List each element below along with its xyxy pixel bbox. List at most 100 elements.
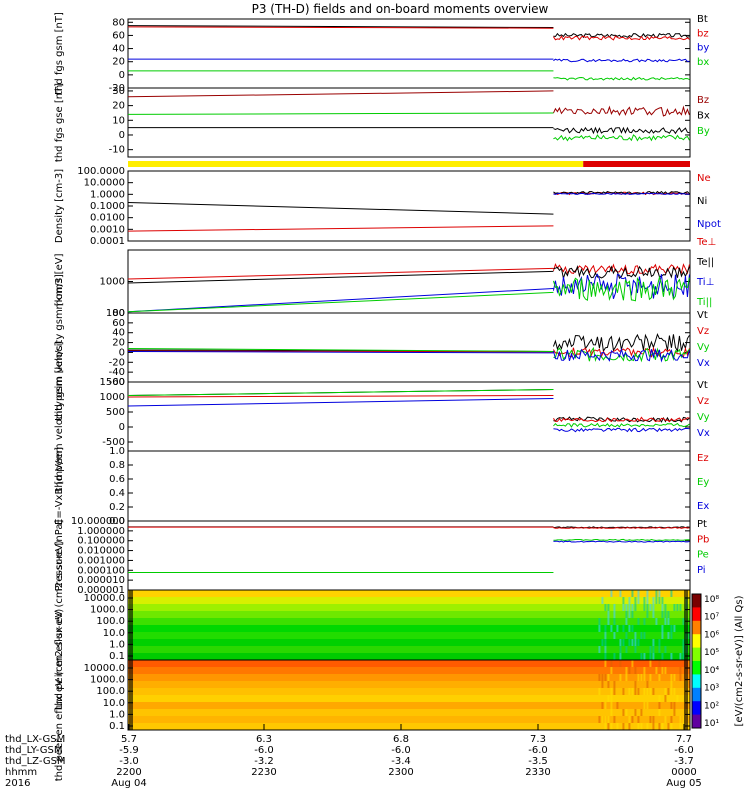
heatmap-cell <box>682 653 685 660</box>
y-axis-label: Density [cm-3] <box>54 169 65 243</box>
heatmap-cell <box>604 674 607 681</box>
heatmap-cell <box>667 723 670 730</box>
x-row-value: -6.0 <box>391 745 411 756</box>
legend-Te||: Te|| <box>696 257 714 268</box>
y-tick-label: -500 <box>102 437 125 448</box>
heatmap-band <box>128 618 690 626</box>
heatmap-cell <box>598 625 601 632</box>
y-tick-label: 0.100000 <box>77 536 125 547</box>
heatmap-cell <box>658 590 661 597</box>
x-row-value: 2330 <box>525 767 550 778</box>
y-tick-label: 0.4 <box>109 488 125 499</box>
heatmap-cell <box>634 681 637 688</box>
heatmap-cell <box>661 611 664 618</box>
heatmap-cell <box>613 716 616 723</box>
heatmap-cell <box>688 709 691 716</box>
heatmap-cell <box>673 625 676 632</box>
heatmap-cell <box>667 611 670 618</box>
heatmap-cell <box>604 632 607 639</box>
series-line-Bz <box>127 90 554 98</box>
heatmap-cell <box>634 709 637 716</box>
colorbar-tick: 10⁴ <box>704 666 719 676</box>
heatmap-cell <box>601 674 604 681</box>
y-tick-label: 1500 <box>100 377 125 388</box>
y-tick-label: 0.2 <box>109 502 125 513</box>
series-line-Te|| <box>127 270 554 284</box>
colorbar-segment <box>692 714 701 729</box>
heatmap-cell <box>646 702 649 709</box>
heatmap-cell <box>610 723 613 730</box>
x-row-label: thd_LZ-GSM <box>5 756 66 767</box>
series-trace-Ni <box>553 190 690 195</box>
heatmap-cell <box>613 632 616 639</box>
heatmap-cell <box>673 709 676 716</box>
heatmap-cell <box>601 716 604 723</box>
y-tick-label: 10.0 <box>103 698 125 709</box>
colorbar-tick: 10⁶ <box>704 630 719 640</box>
colorbar-frame <box>691 593 702 729</box>
heatmap-cell <box>619 639 622 646</box>
heatmap-cell <box>664 695 667 702</box>
x-row-value: -3.5 <box>528 756 548 767</box>
panel-efield: 1.0 0.8 0.6 0.4 0.2 0.0 E=-VxB [mV/m] Ez Ey Ex <box>54 446 709 527</box>
series-line-Vz <box>127 395 554 398</box>
heatmap-cell <box>673 604 676 611</box>
heatmap-edge <box>684 660 688 730</box>
heatmap-cell <box>649 688 652 695</box>
panel-frame <box>127 659 691 731</box>
heatmap-cell <box>637 618 640 625</box>
heatmap-cell <box>682 618 685 625</box>
legend-Bz: Bz <box>697 95 709 106</box>
colorbar-segment <box>692 661 701 675</box>
colorbar-segment <box>692 620 701 635</box>
heatmap-cell <box>664 618 667 625</box>
x-row-value: Aug 05 <box>666 778 701 789</box>
heatmap-cell <box>637 590 640 597</box>
heatmap-cell <box>637 639 640 646</box>
series-trace-bx <box>553 76 690 81</box>
series-trace-bz <box>553 35 690 41</box>
heatmap-cell <box>688 695 691 702</box>
heatmap-cell <box>667 618 670 625</box>
heatmap-cell <box>634 597 637 604</box>
heatmap-cell <box>682 646 685 653</box>
colorbar-tick: 10⁷ <box>704 613 719 623</box>
heatmap-cell <box>646 688 649 695</box>
heatmap-cell <box>616 625 619 632</box>
x-row-label: 2016 <box>5 778 30 789</box>
x-row-value: -3.4 <box>391 756 411 767</box>
heatmap-band <box>128 597 690 605</box>
heatmap-cell <box>688 632 691 639</box>
heatmap-cell <box>604 723 607 730</box>
series-line-Ni <box>127 201 554 215</box>
panel-pressure: 10.0000001.0000000.1000000.0100000.00100… <box>54 516 709 596</box>
heatmap-cell <box>643 597 646 604</box>
heatmap-cell <box>601 597 604 604</box>
y-tick-label: 10000.0 <box>84 593 125 604</box>
heatmap-cell <box>670 688 673 695</box>
heatmap-cell <box>610 688 613 695</box>
colorbar-tick: 10² <box>704 701 719 711</box>
heatmap-cell <box>625 611 628 618</box>
heatmap-cell <box>646 590 649 597</box>
y-tick-label: 0.000001 <box>77 585 125 596</box>
heatmap-cell <box>664 688 667 695</box>
heatmap-cell <box>667 632 670 639</box>
y-tick-label: 20 <box>112 101 125 112</box>
y-tick-label: 0.0001 <box>90 236 125 247</box>
heatmap-cell <box>655 667 658 674</box>
y-tick-label: 10 <box>112 115 125 126</box>
y-axis-label: Pressure [nPa] <box>54 520 65 592</box>
plot-title: P3 (TH-D) fields and on-board moments ov… <box>252 2 549 16</box>
heatmap-cell <box>661 625 664 632</box>
heatmap-cell <box>625 667 628 674</box>
legend-Te⊥: Te⊥ <box>696 237 716 248</box>
heatmap-cell <box>604 604 607 611</box>
heatmap-band <box>128 688 690 696</box>
heatmap-band <box>128 646 690 654</box>
heatmap-cell <box>601 681 604 688</box>
heatmap-band <box>128 716 690 724</box>
heatmap-band <box>128 639 690 647</box>
heatmap-cell <box>643 653 646 660</box>
heatmap-cell <box>670 716 673 723</box>
